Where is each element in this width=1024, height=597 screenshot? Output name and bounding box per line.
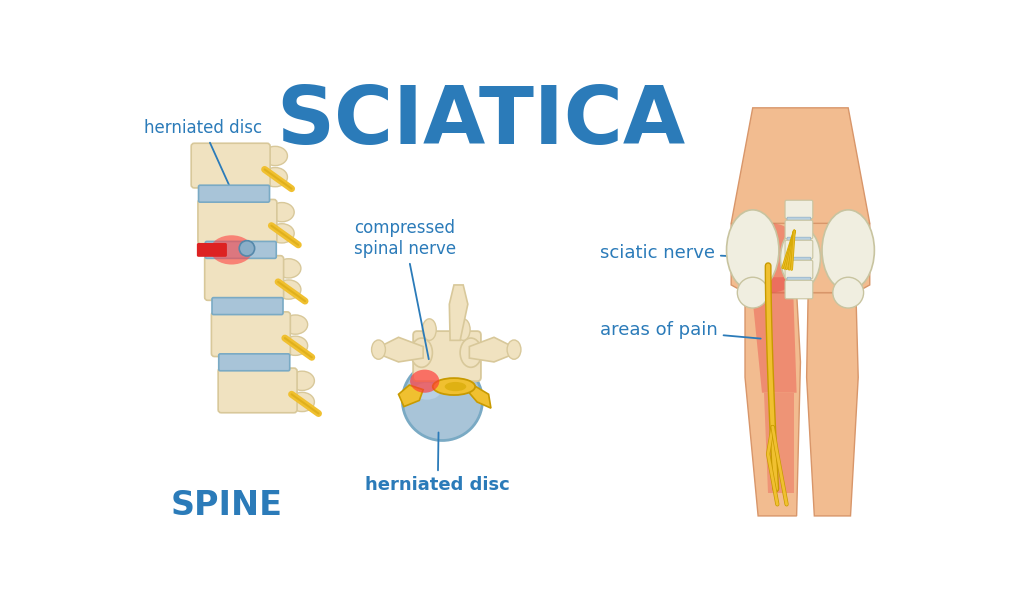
Ellipse shape	[283, 315, 307, 334]
Ellipse shape	[276, 259, 301, 278]
Text: SPINE: SPINE	[171, 489, 283, 522]
FancyBboxPatch shape	[211, 312, 291, 356]
Ellipse shape	[422, 319, 436, 340]
FancyBboxPatch shape	[212, 298, 283, 315]
Ellipse shape	[263, 146, 288, 165]
Text: herniated disc: herniated disc	[144, 119, 262, 185]
Ellipse shape	[290, 371, 314, 390]
Text: herniated disc: herniated disc	[366, 432, 510, 494]
Ellipse shape	[788, 248, 812, 283]
Ellipse shape	[210, 235, 253, 264]
Ellipse shape	[507, 340, 521, 359]
FancyBboxPatch shape	[785, 260, 813, 279]
Ellipse shape	[372, 340, 385, 359]
FancyBboxPatch shape	[413, 331, 481, 381]
Ellipse shape	[457, 319, 470, 340]
Text: compressed
spinal nerve: compressed spinal nerve	[354, 220, 456, 359]
FancyBboxPatch shape	[787, 237, 811, 242]
Ellipse shape	[290, 392, 314, 411]
FancyBboxPatch shape	[218, 368, 297, 413]
FancyBboxPatch shape	[199, 185, 269, 202]
FancyBboxPatch shape	[785, 281, 813, 298]
Circle shape	[240, 241, 255, 256]
FancyBboxPatch shape	[205, 256, 284, 300]
Polygon shape	[764, 393, 795, 493]
Polygon shape	[745, 293, 801, 516]
FancyBboxPatch shape	[785, 240, 813, 259]
Polygon shape	[383, 337, 423, 362]
Ellipse shape	[276, 280, 301, 299]
Polygon shape	[469, 337, 509, 362]
Ellipse shape	[411, 338, 432, 367]
FancyBboxPatch shape	[191, 143, 270, 188]
Ellipse shape	[263, 168, 288, 187]
FancyBboxPatch shape	[205, 241, 276, 259]
Polygon shape	[807, 293, 858, 516]
Polygon shape	[468, 385, 490, 408]
Ellipse shape	[414, 383, 440, 399]
FancyBboxPatch shape	[787, 217, 811, 223]
Ellipse shape	[410, 370, 439, 393]
Polygon shape	[751, 277, 797, 393]
Text: areas of pain: areas of pain	[600, 321, 761, 338]
FancyBboxPatch shape	[785, 200, 813, 219]
FancyBboxPatch shape	[198, 199, 276, 244]
Ellipse shape	[433, 378, 475, 395]
FancyBboxPatch shape	[787, 277, 811, 282]
FancyBboxPatch shape	[197, 243, 227, 257]
Ellipse shape	[283, 336, 307, 355]
Circle shape	[833, 277, 863, 308]
Polygon shape	[731, 108, 869, 223]
FancyBboxPatch shape	[785, 220, 813, 239]
FancyBboxPatch shape	[219, 354, 290, 371]
Ellipse shape	[738, 223, 804, 293]
Ellipse shape	[460, 338, 481, 367]
Polygon shape	[450, 285, 468, 340]
Ellipse shape	[822, 210, 874, 291]
Ellipse shape	[780, 227, 820, 289]
Ellipse shape	[444, 382, 466, 391]
Circle shape	[402, 361, 482, 441]
Polygon shape	[398, 385, 423, 407]
Circle shape	[737, 277, 768, 308]
Text: SCIATICA: SCIATICA	[276, 83, 685, 161]
Ellipse shape	[727, 210, 779, 291]
Ellipse shape	[269, 224, 294, 243]
FancyBboxPatch shape	[787, 257, 811, 263]
Polygon shape	[731, 223, 869, 293]
Ellipse shape	[269, 202, 294, 222]
Text: sciatic nerve: sciatic nerve	[600, 244, 765, 261]
